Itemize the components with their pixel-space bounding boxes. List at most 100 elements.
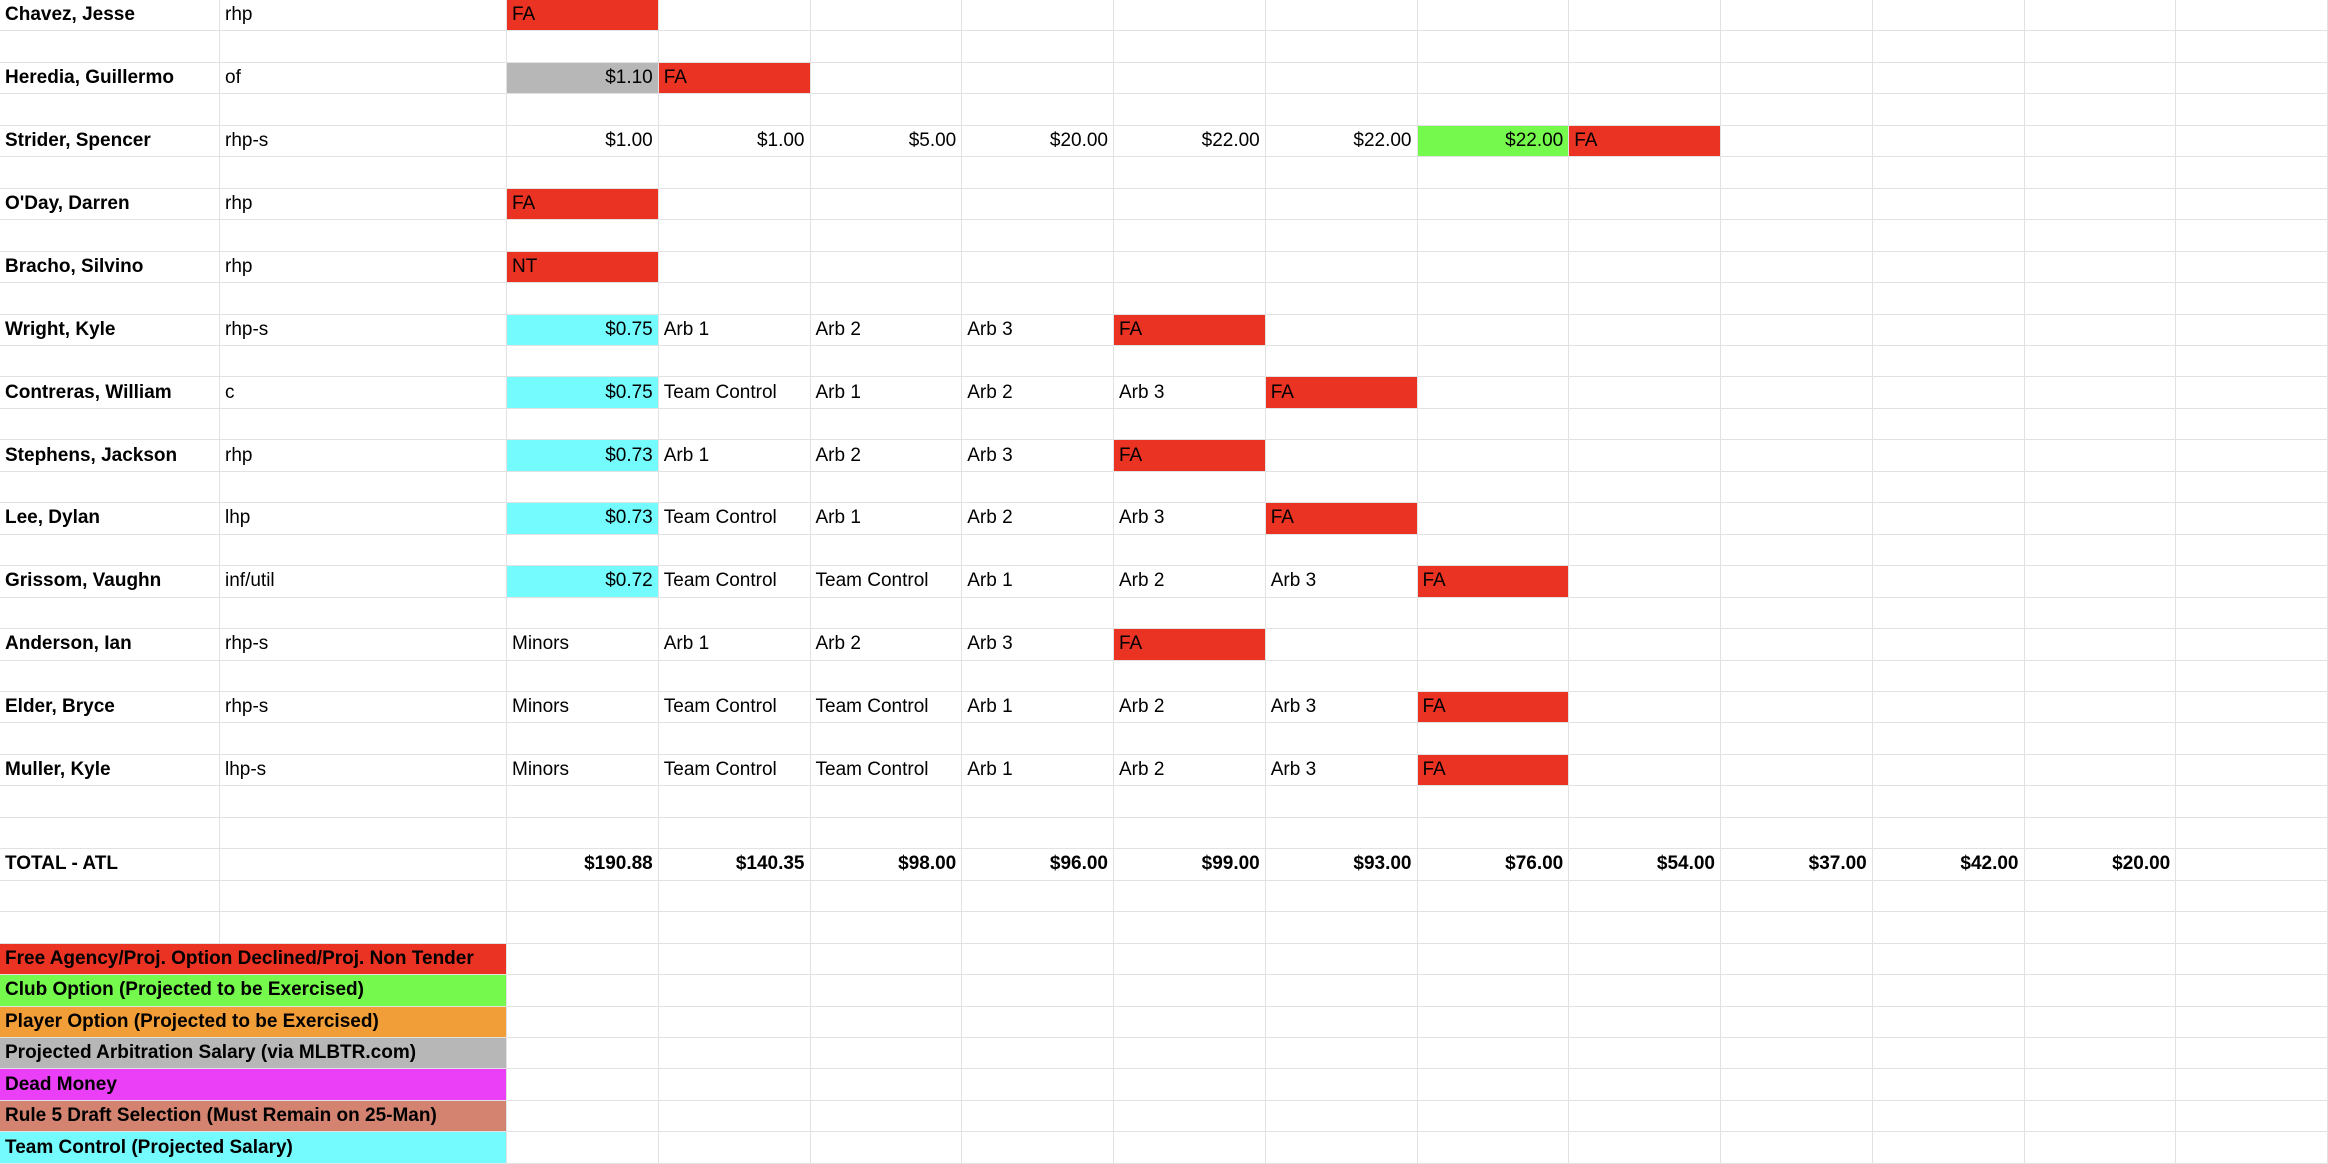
contract-year-cell[interactable]: Team Control [810,566,963,598]
empty-cell[interactable] [658,31,811,63]
position-cell[interactable]: rhp [220,0,507,32]
empty-cell[interactable] [507,975,659,1007]
empty-cell[interactable] [2176,723,2328,755]
empty-cell[interactable] [2024,125,2177,158]
empty-cell[interactable] [962,283,1114,315]
empty-cell[interactable] [1721,975,1873,1007]
empty-cell[interactable] [220,723,507,755]
position-cell[interactable]: rhp-s [220,314,507,346]
empty-cell[interactable] [658,534,811,567]
empty-cell[interactable] [220,471,507,504]
empty-cell[interactable] [1569,597,1721,630]
empty-cell[interactable] [507,943,659,976]
empty-cell[interactable] [1721,94,1873,126]
empty-cell[interactable] [1872,1069,2025,1101]
contract-year-cell[interactable]: Team Control [810,691,963,724]
empty-cell[interactable] [1114,157,1266,189]
empty-cell[interactable] [220,345,507,378]
empty-cell[interactable] [507,1037,659,1070]
player-name-cell[interactable]: O'Day, Darren [0,188,220,221]
empty-cell[interactable] [1569,440,1721,472]
empty-cell[interactable] [658,251,811,284]
empty-cell[interactable] [2024,975,2177,1007]
empty-cell[interactable] [2024,880,2177,913]
empty-cell[interactable] [1872,1006,2025,1038]
position-cell[interactable]: of [220,62,507,95]
empty-cell[interactable] [1114,912,1266,944]
empty-cell[interactable] [1114,660,1266,692]
empty-cell[interactable] [658,1132,811,1164]
empty-cell[interactable] [1265,188,1418,221]
empty-cell[interactable] [2176,377,2328,409]
empty-cell[interactable] [810,94,963,126]
empty-cell[interactable] [658,786,811,818]
empty-cell[interactable] [1721,251,1873,284]
empty-cell[interactable] [658,723,811,755]
empty-cell[interactable] [220,849,507,881]
empty-cell[interactable] [2176,1037,2328,1070]
empty-cell[interactable] [0,534,220,567]
empty-cell[interactable] [658,975,811,1007]
empty-cell[interactable] [1265,943,1418,976]
empty-cell[interactable] [1721,1037,1873,1070]
empty-cell[interactable] [962,660,1114,692]
empty-cell[interactable] [1265,629,1418,661]
contract-year-cell[interactable]: $5.00 [810,125,963,158]
empty-cell[interactable] [2024,314,2177,346]
empty-cell[interactable] [658,1037,811,1070]
empty-cell[interactable] [2176,786,2328,818]
empty-cell[interactable] [810,31,963,63]
empty-cell[interactable] [658,283,811,315]
empty-cell[interactable] [1265,1006,1418,1038]
empty-cell[interactable] [1114,220,1266,252]
empty-cell[interactable] [1417,1006,1570,1038]
contract-year-cell[interactable]: Arb 3 [962,440,1114,472]
empty-cell[interactable] [1569,157,1721,189]
empty-cell[interactable] [1417,786,1570,818]
empty-cell[interactable] [1872,723,2025,755]
empty-cell[interactable] [1872,1100,2025,1133]
player-name-cell[interactable]: Stephens, Jackson [0,440,220,472]
contract-year-cell[interactable]: Arb 3 [1265,566,1418,598]
empty-cell[interactable] [2024,1100,2177,1133]
empty-cell[interactable] [810,1069,963,1101]
contract-year-cell[interactable]: Arb 1 [962,691,1114,724]
empty-cell[interactable] [1569,754,1721,787]
empty-cell[interactable] [962,471,1114,504]
empty-cell[interactable] [1265,314,1418,346]
empty-cell[interactable] [2176,849,2328,881]
empty-cell[interactable] [0,283,220,315]
empty-cell[interactable] [1721,408,1873,441]
empty-cell[interactable] [1417,629,1570,661]
empty-cell[interactable] [1721,471,1873,504]
empty-cell[interactable] [2176,0,2328,32]
empty-cell[interactable] [1872,566,2025,598]
empty-cell[interactable] [1114,975,1266,1007]
empty-cell[interactable] [810,660,963,692]
empty-cell[interactable] [1265,94,1418,126]
empty-cell[interactable] [962,534,1114,567]
contract-year-cell[interactable]: Arb 1 [962,754,1114,787]
empty-cell[interactable] [1265,408,1418,441]
empty-cell[interactable] [1569,283,1721,315]
empty-cell[interactable] [1569,377,1721,409]
empty-cell[interactable] [0,817,220,850]
empty-cell[interactable] [1114,880,1266,913]
empty-cell[interactable] [2024,377,2177,409]
empty-cell[interactable] [0,597,220,630]
empty-cell[interactable] [1114,345,1266,378]
empty-cell[interactable] [507,723,659,755]
empty-cell[interactable] [1721,157,1873,189]
empty-cell[interactable] [0,220,220,252]
empty-cell[interactable] [658,817,811,850]
empty-cell[interactable] [1114,1069,1266,1101]
position-cell[interactable]: rhp-s [220,691,507,724]
empty-cell[interactable] [658,220,811,252]
empty-cell[interactable] [1569,566,1721,598]
empty-cell[interactable] [1417,1069,1570,1101]
contract-year-cell[interactable]: Arb 3 [962,629,1114,661]
empty-cell[interactable] [2024,94,2177,126]
empty-cell[interactable] [1417,283,1570,315]
empty-cell[interactable] [2176,629,2328,661]
empty-cell[interactable] [2024,786,2177,818]
